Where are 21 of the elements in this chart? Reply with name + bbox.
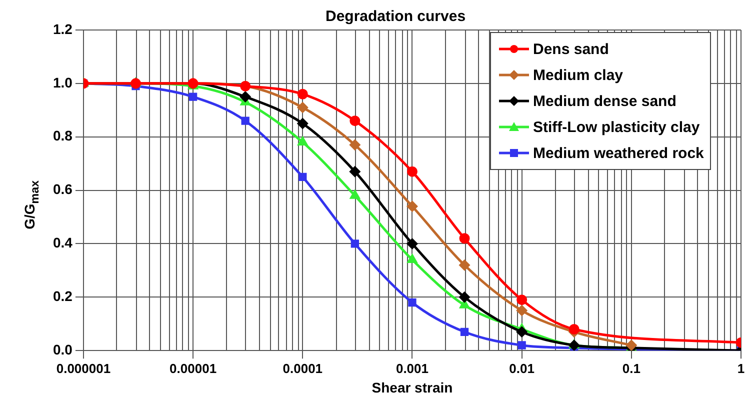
- y-tick-label: 0.4: [52, 234, 73, 251]
- legend-label: Medium clay: [533, 66, 624, 84]
- y-tick-label: 0.0: [52, 341, 73, 358]
- legend-label: Medium dense sand: [533, 92, 676, 110]
- x-axis-title: Shear strain: [372, 379, 453, 396]
- chart-title: Degradation curves: [325, 8, 466, 26]
- x-tick-label: 0.01: [509, 360, 534, 376]
- y-tick-label: 1.0: [52, 74, 73, 90]
- x-tick-label: 1: [737, 360, 745, 376]
- legend-label: Stiff-Low plasticity clay: [533, 118, 700, 136]
- x-tick-label: 0.00001: [170, 360, 217, 376]
- x-tick-label: 0.0001: [282, 360, 323, 376]
- legend-label: Medium weathered rock: [533, 144, 704, 162]
- x-tick-label: 0.1: [622, 360, 640, 376]
- y-tick-label: 0.6: [52, 181, 73, 198]
- y-tick-label: 0.8: [52, 128, 73, 144]
- x-tick-label: 0.000001: [56, 360, 111, 376]
- legend-label: Dens sand: [533, 40, 609, 58]
- y-tick-label: 0.2: [52, 288, 73, 304]
- y-tick-label: 1.2: [52, 20, 73, 37]
- x-tick-label: 0.001: [396, 360, 429, 376]
